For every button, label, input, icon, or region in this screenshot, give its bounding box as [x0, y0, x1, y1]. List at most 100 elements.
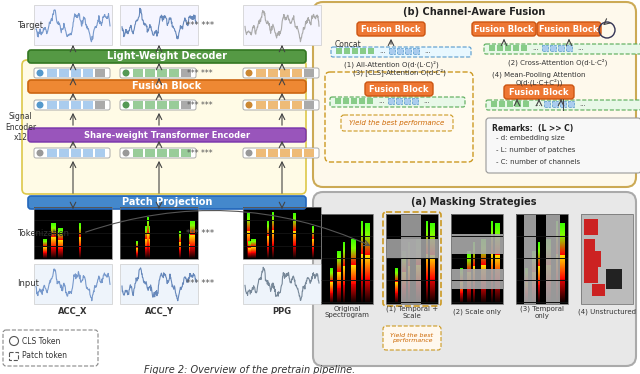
Text: Light-Weight Decoder: Light-Weight Decoder [107, 51, 227, 61]
Bar [396, 98, 402, 104]
Bar [337, 264, 341, 265]
Bar [491, 277, 493, 278]
Bar [272, 227, 274, 228]
Bar [386, 280, 438, 281]
Bar [365, 253, 370, 254]
Bar [267, 245, 269, 246]
Bar [546, 280, 551, 281]
Bar [416, 297, 421, 298]
Bar [34, 264, 112, 304]
Bar [473, 248, 475, 249]
Bar [293, 258, 296, 259]
Bar [467, 251, 471, 252]
Bar [293, 236, 296, 237]
Bar [416, 248, 421, 249]
Bar [546, 294, 551, 295]
Bar [79, 227, 81, 228]
Bar [402, 264, 406, 265]
Bar [268, 149, 278, 157]
Bar [546, 300, 551, 301]
Bar [361, 288, 363, 289]
Bar [51, 258, 56, 259]
Bar [58, 248, 63, 249]
Bar [267, 225, 269, 226]
Bar [190, 255, 195, 256]
Bar [426, 284, 428, 285]
Bar [416, 294, 421, 295]
Bar [546, 267, 551, 268]
Bar [426, 252, 428, 253]
FancyBboxPatch shape [383, 326, 441, 350]
Bar [581, 214, 633, 304]
Bar [145, 255, 149, 256]
Bar [495, 275, 500, 276]
Bar [179, 258, 181, 259]
Bar [402, 256, 406, 257]
Bar [560, 266, 565, 267]
Bar [361, 235, 363, 236]
Bar [351, 278, 356, 279]
Bar [560, 282, 565, 283]
Bar [491, 240, 493, 241]
Bar [248, 252, 251, 253]
Bar [546, 284, 551, 285]
Bar [181, 69, 191, 77]
Bar [343, 266, 345, 267]
Bar [556, 251, 558, 252]
Bar [467, 263, 471, 264]
Bar [367, 98, 373, 104]
Bar [351, 252, 356, 253]
Bar [304, 101, 314, 109]
Bar [560, 254, 565, 255]
Bar [58, 254, 63, 255]
Bar [247, 228, 250, 229]
Bar [430, 243, 435, 244]
Bar [408, 243, 410, 244]
Bar [467, 275, 471, 276]
Bar [416, 276, 421, 277]
Bar [491, 257, 493, 258]
Bar [365, 293, 370, 294]
Bar [361, 271, 363, 272]
Bar [395, 276, 398, 277]
Bar [136, 255, 138, 256]
Bar [351, 248, 356, 249]
Bar [426, 225, 428, 226]
Bar [532, 256, 536, 257]
Bar [361, 233, 363, 234]
Bar [516, 302, 568, 303]
Bar [365, 244, 370, 245]
Bar [368, 48, 374, 54]
FancyBboxPatch shape [120, 68, 196, 78]
Bar [395, 281, 398, 282]
Bar [473, 287, 475, 288]
Bar [267, 256, 269, 257]
Bar [293, 238, 296, 239]
Bar [538, 279, 540, 280]
Bar [351, 292, 356, 293]
Bar [495, 265, 500, 266]
Bar [546, 301, 551, 302]
Bar [467, 284, 471, 285]
Bar [538, 250, 540, 251]
Bar [546, 290, 551, 291]
Bar [312, 243, 314, 244]
Bar [361, 276, 363, 277]
Bar [556, 250, 558, 251]
Bar [416, 286, 421, 287]
Text: Tokenization: Tokenization [17, 229, 69, 237]
Bar [556, 290, 558, 291]
Bar [416, 268, 421, 269]
Bar [473, 261, 475, 262]
Bar [147, 249, 149, 250]
Bar [532, 267, 536, 268]
Bar [136, 249, 138, 250]
Bar [408, 244, 410, 245]
Bar [83, 149, 93, 157]
Bar [248, 258, 251, 259]
Bar [365, 282, 370, 283]
Bar [416, 292, 421, 293]
Bar [538, 242, 540, 243]
Bar [402, 267, 406, 268]
Bar [538, 291, 540, 292]
